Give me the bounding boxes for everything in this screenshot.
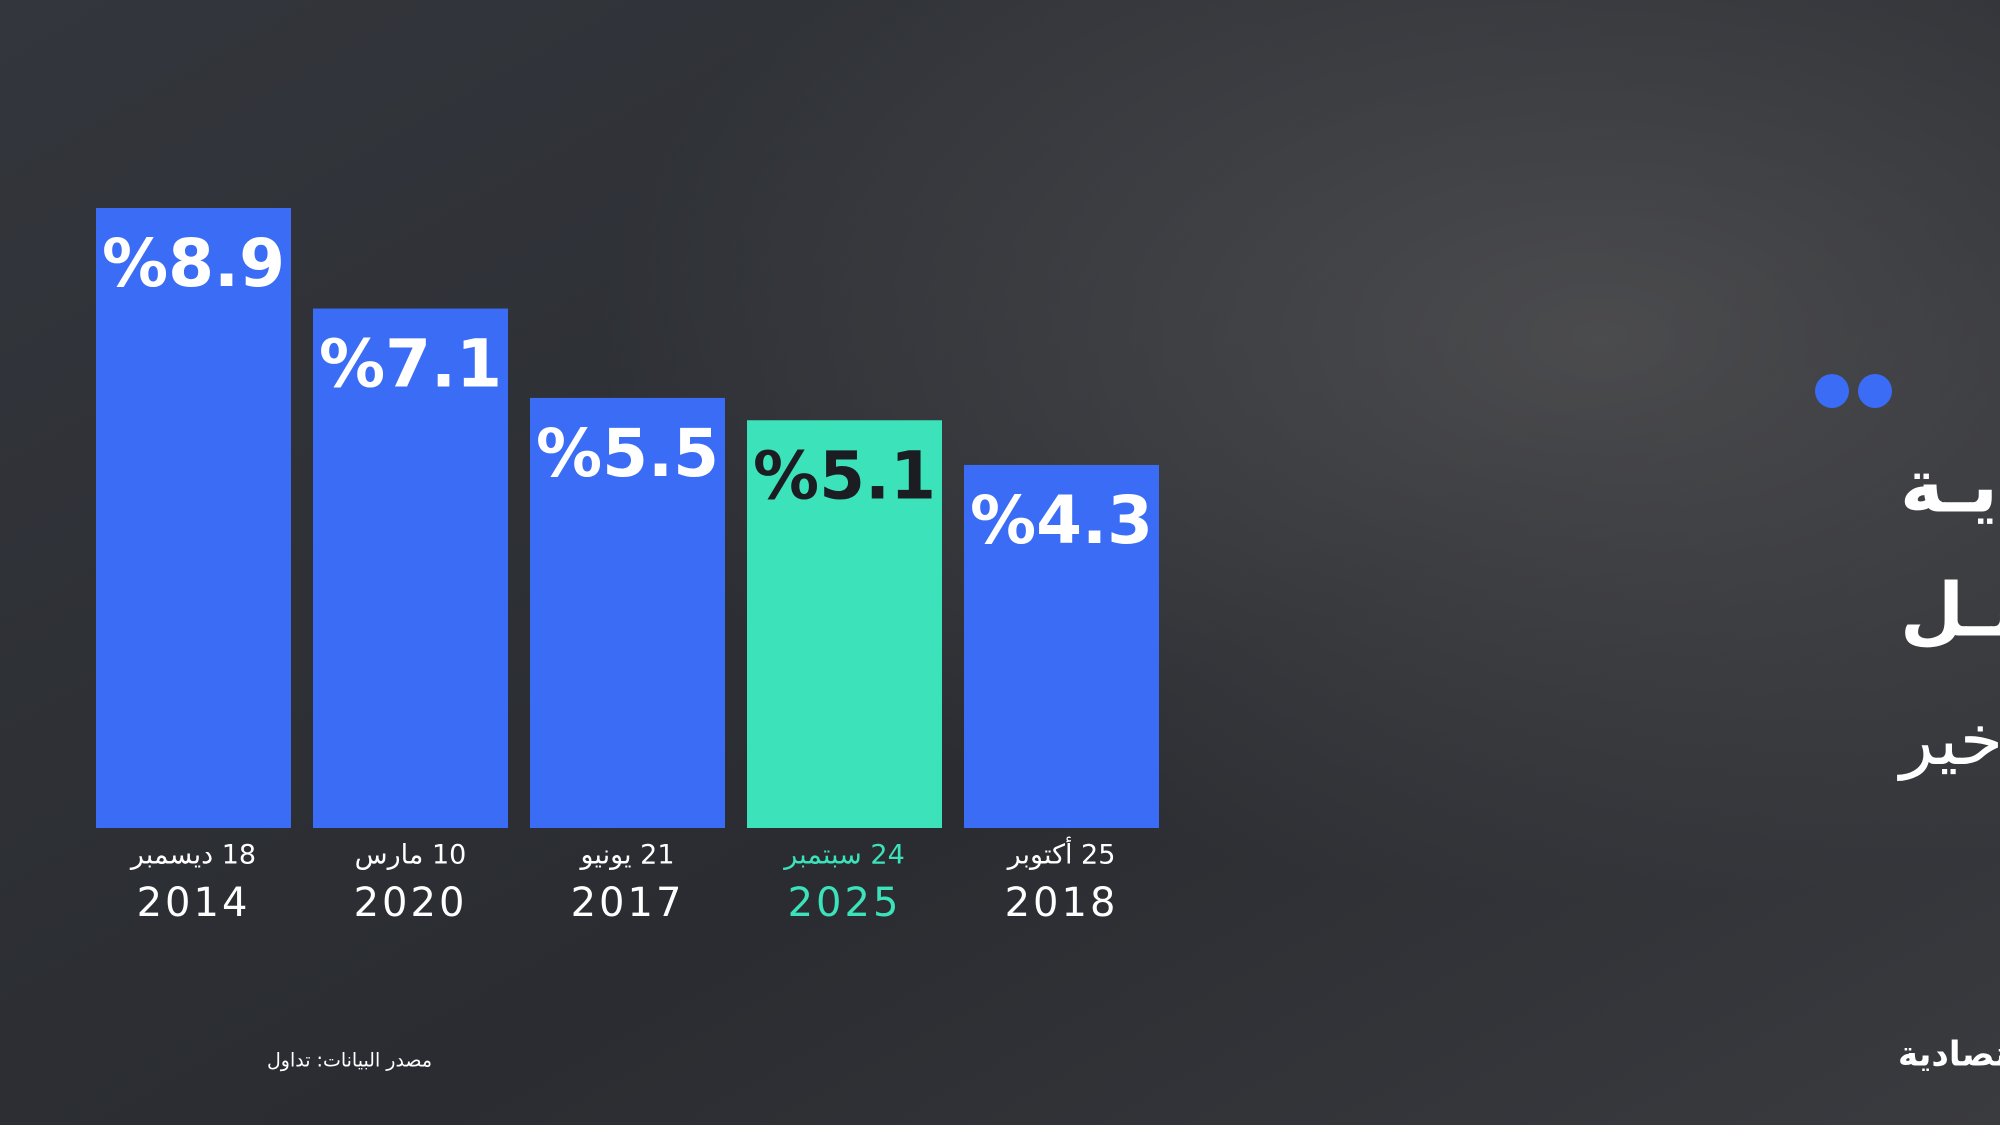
decor-dot (1815, 374, 1849, 408)
x-tick-label: 2025 (788, 880, 902, 926)
title-line: الأسـهـم السعوديـة (1900, 442, 2000, 531)
bar (313, 308, 508, 828)
x-tick-label: 2017 (571, 880, 685, 926)
title-line: أداء في العقد الأخير (1897, 694, 2000, 782)
bar (964, 464, 1159, 828)
value-label: %7.1 (319, 326, 502, 403)
source-note: مصدر البيانات: تداول (267, 1050, 432, 1072)
x-tick-label: 21 يونيو (578, 840, 674, 871)
bar (530, 397, 725, 828)
x-tick-label: 2014 (137, 880, 251, 926)
x-tick-label: 10 مارس (355, 840, 467, 871)
value-label: %5.5 (536, 415, 719, 492)
brand-logo: الاقتصادية (1898, 1035, 2000, 1075)
decor-dot (1858, 374, 1892, 408)
bar (747, 420, 942, 828)
value-label: %4.3 (970, 482, 1153, 559)
x-tick-label: 24 سبتمبر (782, 840, 905, 871)
value-label: %8.9 (102, 225, 285, 302)
value-label: %5.1 (753, 437, 936, 514)
bar (96, 208, 291, 828)
title-line: تسـجـل رابـع أفضـل (1900, 562, 2000, 654)
x-tick-label: 2018 (1005, 880, 1119, 926)
x-tick-label: 18 ديسمبر (129, 840, 256, 871)
x-tick-label: 2020 (354, 880, 468, 926)
x-tick-label: 25 أكتوبر (1006, 836, 1116, 871)
